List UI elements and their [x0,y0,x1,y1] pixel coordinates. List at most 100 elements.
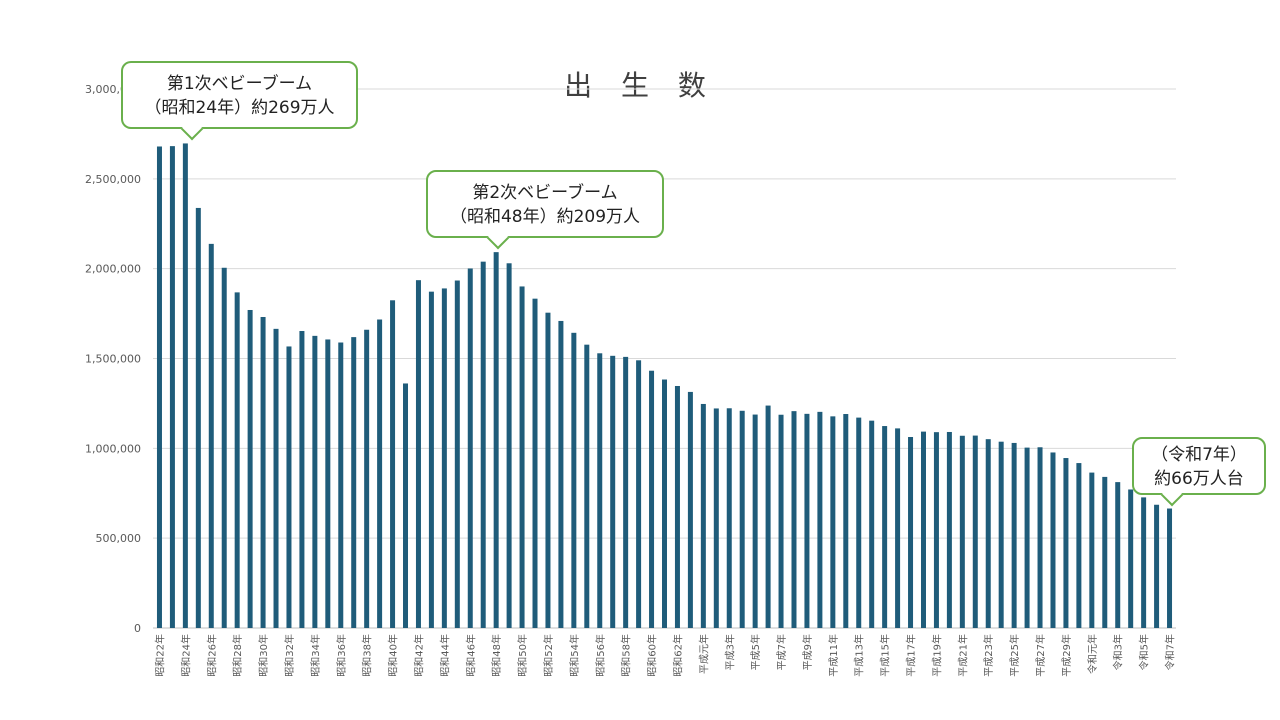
bar [765,405,771,628]
x-tick-label: 昭和22年 [153,634,166,677]
bar [584,344,590,628]
bar [674,385,680,628]
bar [545,312,551,628]
x-tick-label: 平成27年 [1034,634,1047,677]
bar [610,355,616,628]
x-tick-label: 昭和46年 [464,634,477,677]
bar [506,263,512,628]
bar [933,432,939,628]
bar [403,383,409,628]
bar [856,417,862,628]
bar [169,146,175,628]
y-tick-label: 0 [134,622,141,635]
x-tick-label: 昭和32年 [283,634,296,677]
bar [791,411,797,628]
bar [234,292,240,628]
x-tick-label: 平成23年 [982,634,995,677]
bar [415,280,421,628]
bar [1050,452,1056,628]
bar [804,413,810,628]
x-tick-label: 平成29年 [1060,634,1073,677]
x-tick-label: 昭和42年 [412,634,425,677]
x-tick-label: 平成15年 [879,634,892,677]
x-tick-label: 昭和54年 [568,634,581,677]
bar [182,143,188,628]
bar [739,410,745,628]
x-tick-label: 昭和30年 [257,634,270,677]
bar [454,280,460,628]
bar [260,317,266,628]
bar [273,328,279,628]
callout-reiwa7-line1: （令和7年） [1151,445,1247,465]
bar [247,309,253,628]
bar [959,435,965,628]
bar [338,342,344,628]
callout-second-baby-boom-line1: 第2次ベビーブーム [472,183,618,203]
bar [998,441,1004,628]
bar [156,146,162,629]
bar [662,379,667,628]
bar [286,346,292,628]
bar [1076,463,1082,628]
y-tick-label: 1,000,000 [85,442,141,455]
bar [299,331,305,628]
bar [441,288,447,628]
bar [920,431,926,628]
chart-title: 出 生 数 [564,69,716,102]
bar [1102,476,1108,628]
y-tick-label: 2,000,000 [85,263,141,276]
x-tick-label: 平成5年 [749,634,762,670]
callout-first-baby-boom-line2: （昭和24年）約269万人 [144,98,335,118]
x-tick-label: 昭和24年 [179,634,192,677]
x-tick-label: 昭和56年 [594,634,607,677]
x-tick-label: 平成7年 [775,634,788,670]
x-tick-label: 昭和38年 [361,634,374,677]
bar [1167,508,1173,628]
bar [351,337,357,628]
bar [480,261,486,628]
x-tick-label: 平成3年 [723,634,736,670]
bar [571,332,577,628]
bar [649,370,655,628]
callout-first-baby-boom: 第1次ベビーブーム （昭和24年）約269万人 [121,61,358,141]
bar [623,356,629,628]
bar [1128,489,1134,628]
callout-reiwa7: （令和7年） 約66万人台 [1132,437,1266,507]
x-tick-label: 昭和58年 [620,634,633,677]
bar [1063,458,1069,628]
bar [895,428,901,628]
bar [377,319,383,628]
bar [1154,504,1160,628]
bar [713,408,719,628]
bar [882,426,888,628]
x-tick-label: 令和5年 [1138,634,1151,670]
callout-first-baby-boom-line1: 第1次ベビーブーム [166,74,313,94]
x-tick-label: 昭和48年 [490,634,503,677]
bar [208,243,214,628]
x-tick-label: 令和3年 [1112,634,1125,670]
bar [830,416,836,628]
bar [312,335,318,628]
x-tick-label: 平成9年 [801,634,814,670]
bar [687,391,693,628]
bar [532,298,538,628]
bar [1089,472,1095,628]
callout-second-baby-boom-line2: （昭和48年）約209万人 [449,207,641,227]
bar [1024,447,1030,628]
bar [778,414,784,628]
bar [843,414,849,628]
bar [908,437,914,628]
bar [726,408,732,628]
x-tick-label: 昭和60年 [646,634,659,677]
x-tick-label: 昭和52年 [542,634,555,677]
bar [221,267,227,628]
bar [558,320,564,628]
bar [946,431,952,628]
x-tick-label: 昭和28年 [231,634,244,677]
x-tick-label: 平成19年 [930,634,943,677]
y-tick-label: 2,500,000 [85,173,141,186]
callout-second-baby-boom: 第2次ベビーブーム （昭和48年）約209万人 [426,170,664,250]
x-tick-label: 令和7年 [1164,634,1177,670]
x-tick-label: 平成元年 [697,634,710,674]
bar [972,435,978,628]
